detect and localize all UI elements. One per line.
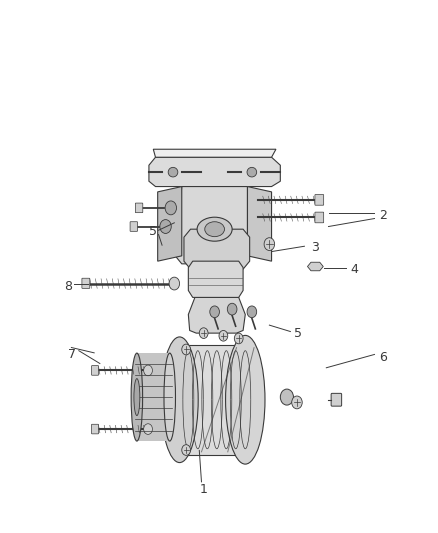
Polygon shape <box>137 353 170 441</box>
Ellipse shape <box>205 222 224 237</box>
Ellipse shape <box>168 167 178 177</box>
Circle shape <box>165 201 177 215</box>
Polygon shape <box>175 344 245 455</box>
Polygon shape <box>153 149 276 157</box>
Text: 2: 2 <box>379 209 387 222</box>
Ellipse shape <box>131 353 143 441</box>
Circle shape <box>227 303 237 315</box>
FancyBboxPatch shape <box>135 203 143 213</box>
FancyBboxPatch shape <box>130 222 138 231</box>
Ellipse shape <box>226 335 265 464</box>
Polygon shape <box>188 261 243 297</box>
FancyBboxPatch shape <box>331 393 342 406</box>
Circle shape <box>160 220 171 233</box>
Circle shape <box>169 277 180 290</box>
Circle shape <box>280 389 293 405</box>
Circle shape <box>264 238 275 251</box>
Polygon shape <box>307 262 323 271</box>
Circle shape <box>144 365 152 376</box>
Circle shape <box>144 424 152 434</box>
Text: 5: 5 <box>294 327 302 340</box>
Circle shape <box>292 396 302 409</box>
Ellipse shape <box>161 337 198 463</box>
Text: 7: 7 <box>68 348 76 361</box>
FancyBboxPatch shape <box>92 366 99 375</box>
Polygon shape <box>175 187 247 264</box>
Ellipse shape <box>134 378 140 416</box>
FancyBboxPatch shape <box>315 195 324 205</box>
FancyBboxPatch shape <box>315 212 324 223</box>
Circle shape <box>219 330 228 341</box>
Circle shape <box>210 306 219 318</box>
Polygon shape <box>184 229 250 269</box>
FancyBboxPatch shape <box>92 424 99 434</box>
Text: 3: 3 <box>311 241 319 254</box>
Polygon shape <box>247 187 272 261</box>
Text: 5: 5 <box>149 225 157 238</box>
Circle shape <box>234 333 243 344</box>
Ellipse shape <box>197 217 232 241</box>
Circle shape <box>247 306 257 318</box>
Circle shape <box>199 328 208 338</box>
Circle shape <box>182 344 191 355</box>
Text: 4: 4 <box>351 263 359 276</box>
Text: 6: 6 <box>379 351 387 364</box>
Circle shape <box>182 445 191 455</box>
Polygon shape <box>149 157 280 187</box>
Polygon shape <box>158 187 182 261</box>
Polygon shape <box>188 297 245 333</box>
Text: 1: 1 <box>200 483 208 496</box>
Ellipse shape <box>164 353 176 441</box>
Text: 8: 8 <box>64 280 72 293</box>
Ellipse shape <box>247 167 257 177</box>
FancyBboxPatch shape <box>82 278 90 288</box>
